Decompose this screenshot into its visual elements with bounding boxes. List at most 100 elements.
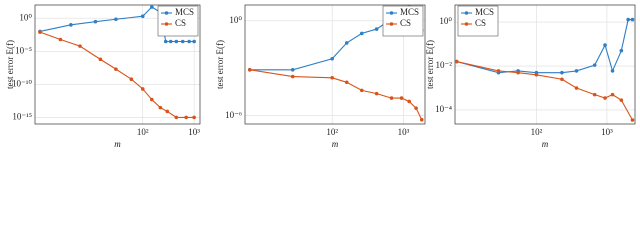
data-point: [374, 27, 379, 31]
axes-frame: [244, 4, 426, 125]
y-tick-label: 10⁰: [19, 12, 32, 22]
x-tick-label: 10²: [531, 127, 543, 137]
data-point: [140, 87, 145, 91]
x-tick-label: 10²: [137, 127, 149, 137]
data-point: [114, 17, 118, 22]
data-point: [516, 70, 520, 75]
legend-marker: [164, 22, 169, 26]
data-point: [454, 59, 459, 64]
data-point: [163, 39, 168, 44]
legend-marker: [389, 22, 394, 26]
data-point: [129, 77, 134, 81]
data-point: [630, 118, 635, 122]
axes-frame: [454, 4, 636, 125]
x-axis-label: m: [114, 139, 121, 149]
data-point: [290, 68, 295, 72]
legend-box: [157, 5, 199, 37]
data-point: [58, 37, 63, 42]
data-point: [168, 39, 173, 44]
y-tick-label: 10⁻⁴: [435, 104, 452, 114]
data-point: [496, 69, 501, 73]
data-point: [389, 96, 394, 100]
data-point: [560, 77, 564, 82]
y-tick-label: 10⁻¹⁵: [12, 111, 32, 121]
data-point: [344, 41, 349, 45]
data-point: [399, 96, 404, 100]
data-point: [610, 92, 615, 97]
data-point: [174, 39, 179, 44]
figure: 10⁰ 10⁻⁵ 10⁻¹⁰ 10⁻¹⁵ 10² 10³ m test error E(f) M…: [5, 4, 636, 149]
data-point: [359, 88, 364, 93]
data-point: [290, 74, 295, 79]
data-point: [165, 109, 170, 114]
x-tick-label: 10²: [326, 127, 338, 137]
data-point: [174, 115, 179, 120]
data-point: [603, 96, 607, 100]
data-point: [619, 98, 624, 102]
data-point: [184, 115, 188, 120]
y-tick-label: 10⁻⁶: [225, 110, 242, 120]
legend-label: MCS: [175, 7, 194, 17]
series-line: [456, 19, 633, 74]
legend-label: CS: [175, 18, 186, 28]
data-point: [630, 17, 635, 22]
data-point: [140, 14, 145, 19]
data-point: [574, 86, 579, 90]
data-point: [38, 30, 42, 34]
data-point: [150, 97, 154, 102]
axes-frame: [34, 4, 201, 125]
data-point: [93, 19, 98, 24]
legend-box: [382, 5, 424, 37]
y-axis-label: test error E(f): [5, 40, 15, 89]
x-axis-label: m: [332, 139, 339, 149]
x-tick-label: 10³: [188, 127, 200, 137]
legend-label: MCS: [475, 7, 494, 17]
data-point: [414, 106, 418, 110]
x-tick-label: 10³: [398, 127, 410, 137]
data-point: [534, 72, 539, 77]
data-point: [419, 117, 424, 122]
legend-marker: [464, 22, 469, 26]
data-point: [150, 5, 154, 9]
y-axis-label: test error E(f): [425, 40, 435, 89]
data-point: [610, 69, 615, 73]
data-point: [374, 91, 379, 96]
data-point: [247, 68, 252, 72]
data-point: [619, 48, 624, 53]
data-point: [592, 63, 597, 67]
x-tick-label: 10³: [601, 127, 613, 137]
data-point: [592, 92, 597, 97]
data-point: [359, 31, 364, 36]
legend-label: MCS: [400, 7, 419, 17]
data-point: [574, 69, 579, 73]
legend-marker: [164, 11, 169, 15]
y-tick-label: 10⁻¹⁰: [12, 78, 32, 88]
data-point: [330, 75, 334, 80]
data-point: [330, 56, 334, 61]
x-axis-label: m: [542, 139, 549, 149]
data-point: [626, 17, 630, 22]
y-axis-label: test error E(f): [215, 40, 225, 89]
data-point: [560, 70, 564, 75]
legend-marker: [389, 11, 394, 15]
y-tick-label: 10⁻²: [436, 60, 453, 70]
legend-marker: [464, 11, 469, 15]
data-point: [603, 43, 607, 47]
legend-label: CS: [475, 18, 486, 28]
data-point: [407, 99, 411, 104]
data-point: [114, 67, 118, 71]
data-point: [192, 115, 196, 120]
y-tick-label: 10⁻⁵: [15, 45, 32, 55]
data-point: [192, 39, 196, 44]
y-tick-label: 10⁰: [439, 16, 452, 26]
data-point: [78, 44, 82, 48]
data-point: [69, 23, 73, 27]
data-point: [158, 105, 163, 110]
data-point: [344, 80, 349, 85]
y-tick-label: 10⁰: [229, 15, 242, 25]
data-point: [98, 57, 103, 62]
data-point: [180, 39, 185, 44]
legend-box: [457, 5, 499, 37]
data-point: [187, 39, 191, 44]
legend-label: CS: [400, 18, 411, 28]
